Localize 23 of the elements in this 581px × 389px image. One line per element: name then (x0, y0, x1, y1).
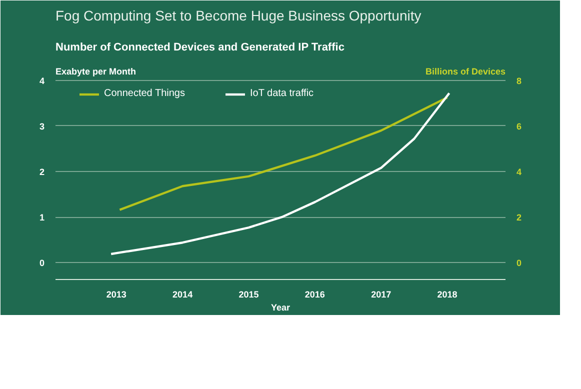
y-tick-label: 2 (39, 167, 45, 178)
y2-tick-label: 0 (516, 258, 522, 268)
legend-label: Connected Things (104, 88, 185, 99)
y2-tick-label: 2 (516, 212, 522, 223)
y-axis-title: Exabyte per Month (56, 66, 136, 76)
legend-label: IoT data traffic (250, 88, 314, 99)
y2-tick-label: 8 (516, 76, 522, 86)
x-tick-label: 2017 (371, 290, 392, 300)
x-tick-label: 2013 (106, 290, 126, 300)
x-tick-label: 2015 (238, 290, 259, 300)
y-tick-label: 3 (39, 121, 45, 132)
chart-subtitle: Number of Connected Devices and Generated IP Traffic (56, 42, 344, 54)
y2-axis-title: Billions of Devices (425, 66, 506, 76)
x-axis-title: Year (270, 302, 291, 312)
x-tick-label: 2018 (437, 290, 458, 300)
y2-tick-label: 4 (516, 167, 522, 178)
y-tick-label: 1 (39, 212, 45, 223)
y-tick-label: 4 (39, 76, 45, 86)
y-tick-label: 0 (39, 258, 45, 268)
y2-tick-label: 6 (516, 121, 522, 132)
chart-title: Fog Computing Set to Become Huge Business Opportunity (56, 8, 422, 24)
x-tick-label: 2014 (172, 290, 193, 300)
x-tick-label: 2016 (304, 290, 325, 300)
